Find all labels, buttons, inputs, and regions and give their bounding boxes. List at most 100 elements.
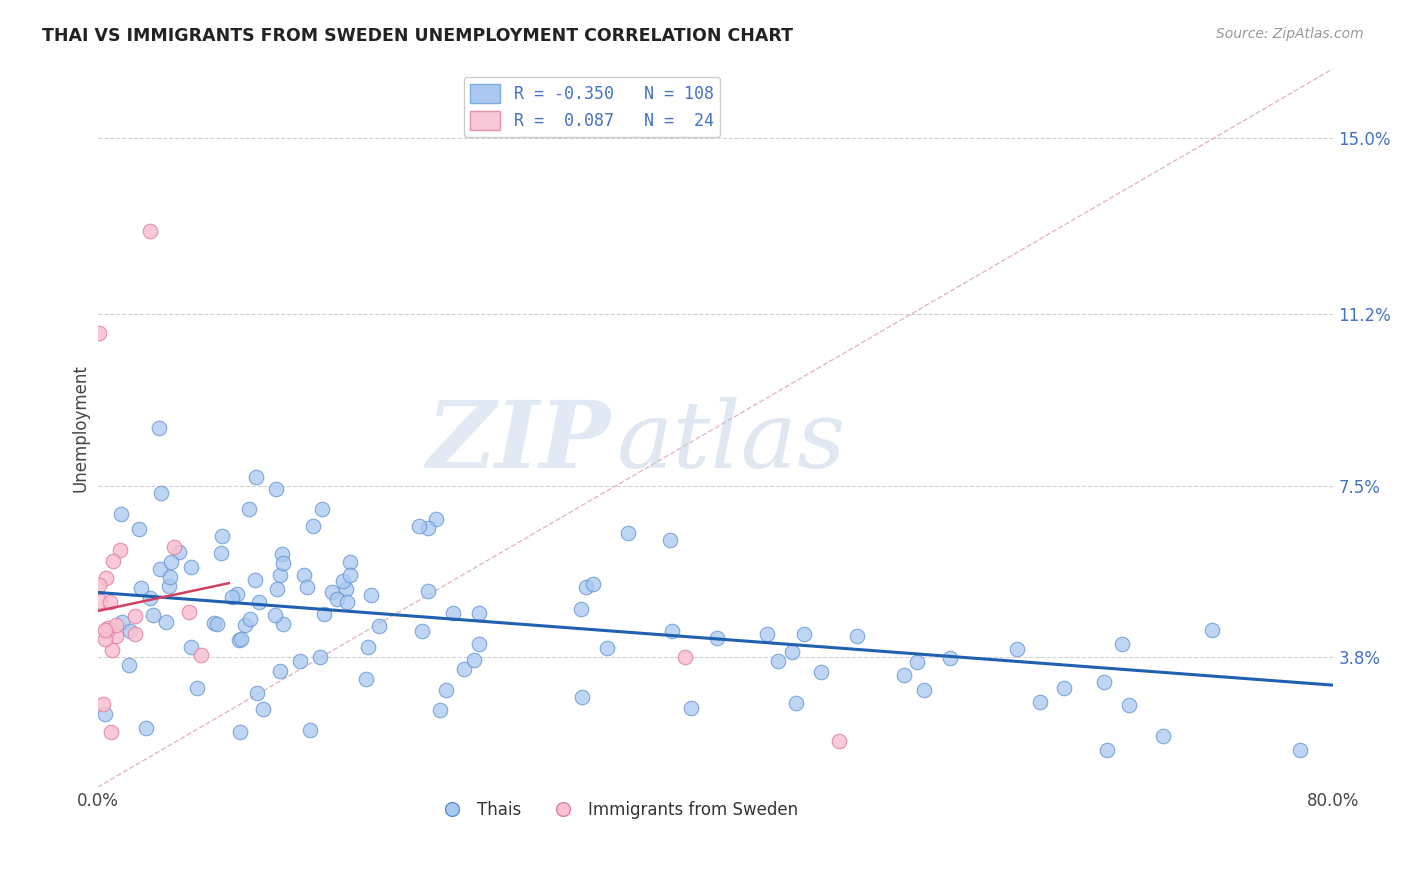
Point	[225, 586, 247, 600]
Point	[368, 619, 391, 633]
Point	[1095, 743, 1118, 757]
Point	[271, 556, 294, 570]
Point	[160, 555, 183, 569]
Point	[139, 224, 162, 238]
Point	[110, 507, 132, 521]
Point	[679, 701, 702, 715]
Point	[453, 662, 475, 676]
Point	[142, 607, 165, 622]
Point	[118, 624, 141, 638]
Point	[138, 591, 160, 605]
Point	[231, 632, 253, 646]
Point	[416, 521, 439, 535]
Point	[912, 683, 935, 698]
Point	[411, 624, 433, 638]
Point	[905, 655, 928, 669]
Point	[335, 582, 357, 597]
Point	[1053, 681, 1076, 695]
Point	[104, 629, 127, 643]
Point	[617, 526, 640, 541]
Point	[416, 584, 439, 599]
Text: atlas: atlas	[617, 397, 846, 487]
Point	[269, 664, 291, 678]
Point	[186, 681, 208, 696]
Point	[96, 624, 118, 638]
Point	[105, 618, 128, 632]
Legend: Thais, Immigrants from Sweden: Thais, Immigrants from Sweden	[429, 794, 804, 826]
Point	[209, 546, 232, 560]
Point	[264, 608, 287, 623]
Point	[101, 643, 124, 657]
Point	[309, 650, 332, 665]
Point	[706, 631, 728, 645]
Point	[434, 683, 457, 698]
Text: ZIP: ZIP	[426, 397, 610, 487]
Point	[1092, 675, 1115, 690]
Point	[288, 654, 311, 668]
Point	[1152, 729, 1174, 743]
Point	[207, 617, 229, 632]
Point	[793, 627, 815, 641]
Point	[94, 632, 117, 646]
Point	[190, 648, 212, 662]
Point	[766, 654, 789, 668]
Point	[94, 706, 117, 721]
Point	[264, 482, 287, 496]
Point	[408, 519, 430, 533]
Point	[159, 570, 181, 584]
Point	[1111, 637, 1133, 651]
Point	[245, 470, 267, 484]
Point	[785, 696, 807, 710]
Point	[360, 587, 382, 601]
Point	[311, 502, 333, 516]
Point	[124, 608, 146, 623]
Point	[157, 579, 180, 593]
Point	[180, 640, 202, 655]
Point	[357, 640, 380, 655]
Point	[129, 581, 152, 595]
Point	[110, 542, 132, 557]
Point	[150, 485, 173, 500]
Point	[87, 578, 110, 592]
Point	[828, 733, 851, 747]
Point	[429, 703, 451, 717]
Point	[98, 595, 121, 609]
Point	[233, 618, 256, 632]
Point	[128, 522, 150, 536]
Point	[467, 606, 489, 620]
Point	[87, 326, 110, 340]
Point	[149, 562, 172, 576]
Point	[238, 502, 260, 516]
Point	[118, 658, 141, 673]
Point	[135, 721, 157, 735]
Point	[356, 672, 378, 686]
Point	[425, 512, 447, 526]
Point	[124, 626, 146, 640]
Point	[659, 533, 682, 547]
Point	[339, 568, 361, 582]
Point	[271, 616, 294, 631]
Point	[202, 615, 225, 630]
Point	[228, 632, 250, 647]
Point	[339, 555, 361, 569]
Point	[246, 686, 269, 700]
Point	[269, 568, 291, 582]
Point	[148, 421, 170, 435]
Point	[325, 592, 347, 607]
Point	[1005, 641, 1028, 656]
Point	[239, 612, 262, 626]
Point	[441, 606, 464, 620]
Point	[782, 645, 804, 659]
Point	[163, 540, 186, 554]
Point	[94, 623, 117, 637]
Point	[101, 554, 124, 568]
Point	[314, 607, 336, 622]
Point	[302, 519, 325, 533]
Point	[91, 697, 114, 711]
Point	[673, 650, 696, 665]
Point	[252, 702, 274, 716]
Point	[332, 574, 354, 589]
Point	[893, 668, 915, 682]
Point	[180, 560, 202, 574]
Point	[155, 615, 177, 629]
